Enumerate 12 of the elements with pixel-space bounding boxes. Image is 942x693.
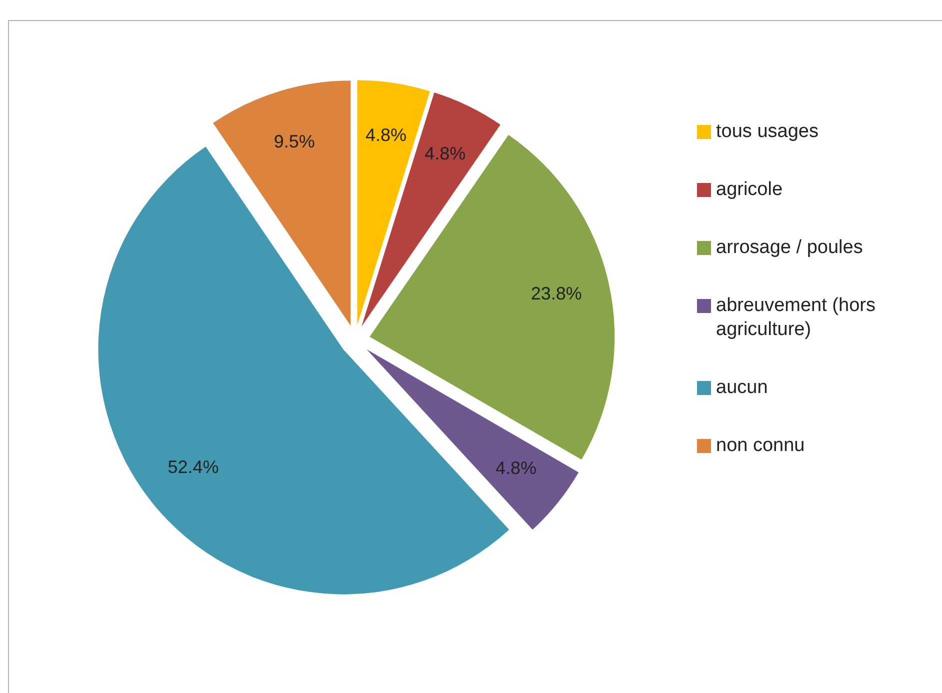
legend-label: agricole — [716, 178, 783, 202]
legend-label: abreuvement (hors agriculture) — [716, 294, 876, 342]
legend-label: non connu — [716, 434, 805, 458]
legend-label: arrosage / poules — [716, 236, 863, 260]
legend-label: aucun — [716, 376, 768, 400]
data-label: 9.5% — [274, 132, 315, 152]
data-label: 4.8% — [495, 458, 536, 478]
data-label: 4.8% — [424, 143, 466, 164]
legend-label: tous usages — [716, 120, 818, 144]
data-label: 4.8% — [365, 124, 406, 145]
data-label: 23.8% — [530, 284, 582, 304]
data-label: 52.4% — [168, 457, 219, 478]
